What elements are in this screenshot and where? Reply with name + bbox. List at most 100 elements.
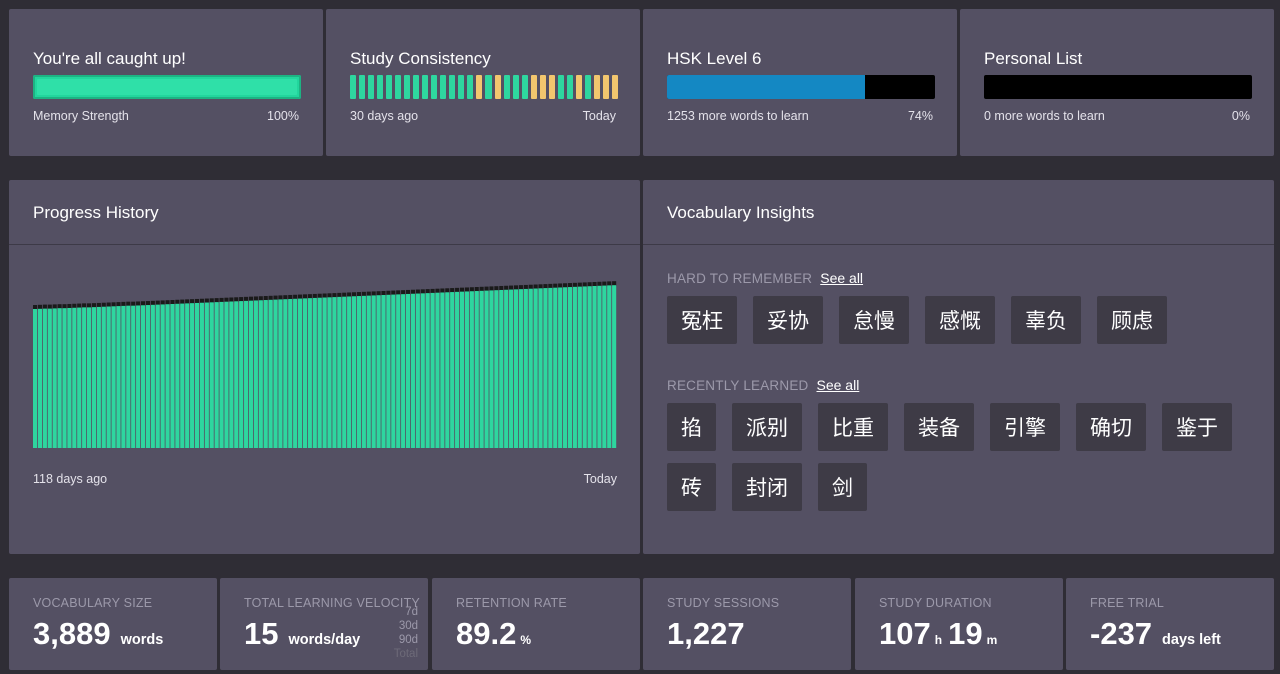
history-bar-cap-3 [47, 304, 52, 310]
consistency-ticks [350, 75, 618, 99]
personal-title: Personal List [984, 49, 1083, 68]
history-bar-113 [587, 286, 592, 448]
consistency-day-12 [458, 75, 465, 99]
history-bar-20 [131, 305, 136, 448]
history-bar-8 [72, 307, 77, 448]
history-bar-cap-40 [229, 297, 234, 303]
recent-extra-word-2[interactable]: 剑 [818, 463, 867, 511]
hard-see-all-link[interactable]: See all [820, 270, 864, 286]
recent-extra-word-1[interactable]: 封闭 [732, 463, 802, 511]
recent-word-4[interactable]: 引擎 [990, 403, 1060, 451]
period-7d[interactable]: 7d [405, 606, 418, 618]
history-bar-cap-86 [455, 287, 460, 293]
history-bar-cap-60 [327, 293, 332, 299]
recent-word-3[interactable]: 装备 [904, 403, 974, 451]
history-bar-82 [435, 292, 440, 448]
history-bar-118 [612, 285, 617, 448]
sessions-label: STUDY SESSIONS [667, 596, 780, 610]
history-bar-cap-1 [37, 304, 43, 310]
history-bar-104 [543, 288, 548, 448]
history-bar-22 [140, 305, 146, 448]
recent-word-1[interactable]: 派别 [732, 403, 802, 451]
personal-list-card[interactable]: Personal List 0 more words to learn 0% [960, 9, 1274, 156]
history-bar-cap-2 [42, 304, 47, 310]
history-bar-72 [386, 294, 391, 448]
history-bar-cap-55 [302, 294, 308, 300]
consistency-day-5 [395, 75, 402, 99]
consistency-start-label: 30 days ago [350, 109, 419, 123]
history-bar-cap-13 [96, 302, 101, 308]
consistency-day-18 [512, 75, 519, 99]
history-bar-37 [214, 302, 219, 448]
hard-word-3[interactable]: 感慨 [925, 296, 995, 344]
history-bar-cap-116 [602, 281, 607, 287]
history-bar-3 [47, 308, 52, 448]
history-bar-74 [396, 294, 401, 448]
history-bar-71 [381, 295, 386, 448]
history-bar-43 [244, 300, 249, 448]
velocity-label: TOTAL LEARNING VELOCITY [244, 596, 420, 610]
history-bar-90 [474, 291, 479, 448]
history-bar-98 [513, 289, 519, 448]
period-total[interactable]: Total [393, 648, 418, 660]
history-bar-21 [136, 305, 141, 448]
history-bar-cap-57 [312, 293, 317, 299]
history-bar-44 [248, 300, 254, 448]
recent-word-0[interactable]: 掐 [667, 403, 716, 451]
consistency-day-17 [503, 75, 510, 99]
hard-word-5[interactable]: 顾虑 [1097, 296, 1167, 344]
consistency-day-2 [368, 75, 375, 99]
recent-word-5[interactable]: 确切 [1076, 403, 1146, 451]
vocab-size-label: VOCABULARY SIZE [33, 596, 153, 610]
consistency-day-14 [476, 75, 483, 99]
velocity-unit: words/day [288, 632, 361, 648]
hsk-level-card[interactable]: HSK Level 6 1253 more words to learn 74% [643, 9, 957, 156]
history-bar-46 [258, 300, 263, 448]
study-duration-card: STUDY DURATION 107 h 19 m [855, 578, 1063, 670]
history-bar-cap-84 [445, 288, 450, 294]
history-bar-49 [273, 299, 278, 448]
hard-word-4[interactable]: 辜负 [1011, 296, 1081, 344]
duration-hours: 107 [879, 616, 931, 651]
history-bar-114 [592, 286, 597, 448]
history-bar-cap-28 [170, 300, 175, 305]
history-bar-cap-85 [450, 288, 455, 294]
history-bar-5 [57, 308, 62, 448]
history-bar-cap-100 [523, 284, 528, 290]
recent-see-all-link[interactable]: See all [816, 377, 860, 393]
history-bar-54 [298, 298, 303, 448]
history-bar-cap-56 [307, 294, 312, 300]
recent-extra-word-0[interactable]: 砖 [667, 463, 716, 511]
history-bar-15 [106, 306, 111, 448]
history-bar-cap-42 [239, 297, 244, 303]
recent-words-row-1: 掐派别 比重 装备 引擎 确切 鉴于 [667, 403, 1232, 451]
history-bar-95 [499, 289, 504, 448]
period-90d[interactable]: 90d [398, 634, 418, 646]
history-bar-16 [111, 306, 116, 448]
hsk-progress-fill [667, 75, 866, 99]
vocabulary-insights-header: Vocabulary Insights [643, 180, 1274, 245]
period-30d[interactable]: 30d [398, 620, 418, 632]
history-bar-6 [62, 308, 67, 448]
history-bar-cap-52 [288, 294, 293, 300]
history-bar-cap-43 [244, 296, 249, 302]
history-bar-45 [253, 300, 258, 448]
hard-word-2[interactable]: 怠慢 [839, 296, 909, 344]
history-bar-cap-82 [435, 288, 440, 294]
history-bar-116 [602, 285, 607, 448]
history-bar-cap-29 [175, 299, 180, 305]
recent-word-6[interactable]: 鉴于 [1162, 403, 1232, 451]
history-bar-cap-25 [155, 300, 160, 306]
consistency-day-11 [449, 75, 456, 99]
history-bar-cap-114 [592, 282, 597, 287]
progress-history-header: Progress History [9, 180, 640, 245]
hard-word-1[interactable]: 妥协 [753, 296, 823, 344]
recent-word-2[interactable]: 比重 [818, 403, 888, 451]
history-bar-cap-111 [577, 282, 582, 288]
history-bar-cap-32 [190, 299, 195, 305]
consistency-day-10 [440, 75, 447, 99]
consistency-day-20 [530, 75, 537, 99]
history-bar-cap-115 [597, 281, 602, 287]
hard-word-0[interactable]: 冤枉 [667, 296, 737, 344]
consistency-end-label: Today [582, 109, 616, 123]
